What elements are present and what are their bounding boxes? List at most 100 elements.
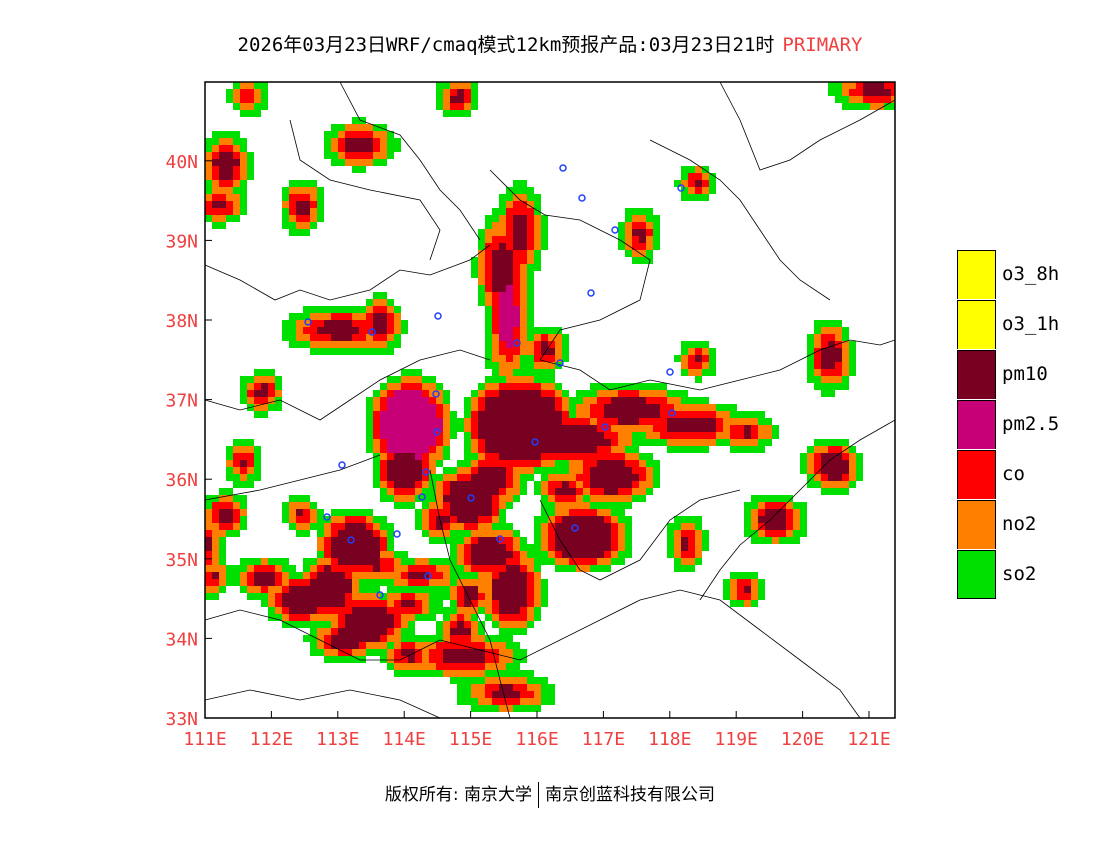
pollutant-cell <box>625 551 632 558</box>
pollutant-cell <box>212 551 219 558</box>
pollutant-cell <box>359 516 366 523</box>
pollutant-cell <box>492 677 499 684</box>
pollutant-cell <box>639 222 646 229</box>
pollutant-cell <box>478 502 485 509</box>
pollutant-cell <box>842 355 849 362</box>
pollutant-cell <box>702 439 709 446</box>
pollutant-cell <box>310 628 317 635</box>
pollutant-cell <box>373 306 380 313</box>
pollutant-cell <box>429 509 436 516</box>
pollutant-cell <box>373 341 380 348</box>
pollutant-cell <box>639 208 646 215</box>
pollutant-cell <box>709 432 716 439</box>
pollutant-cell <box>660 397 667 404</box>
pollutant-cell <box>429 453 436 460</box>
pollutant-cell <box>534 537 541 544</box>
pollutant-cell <box>394 376 401 383</box>
pollutant-cell <box>660 432 667 439</box>
pollutant-cell <box>604 404 611 411</box>
pollutant-cell <box>492 397 499 404</box>
pollutant-cell <box>219 586 226 593</box>
pollutant-cell <box>415 579 422 586</box>
pollutant-cell <box>373 152 380 159</box>
pollutant-cell <box>373 649 380 656</box>
pollutant-cell <box>527 194 534 201</box>
pollutant-cell <box>485 341 492 348</box>
pollutant-cell <box>492 663 499 670</box>
pollutant-cell <box>562 488 569 495</box>
pollutant-cell <box>240 460 247 467</box>
pollutant-cell <box>324 614 331 621</box>
pollutant-cell <box>261 593 268 600</box>
pollutant-cell <box>639 236 646 243</box>
pollutant-cell <box>583 481 590 488</box>
pollutant-cell <box>695 369 702 376</box>
pollutant-cell <box>751 579 758 586</box>
pollutant-cell <box>464 593 471 600</box>
legend-swatch <box>957 399 996 449</box>
pollutant-cell <box>212 187 219 194</box>
pollutant-cell <box>464 663 471 670</box>
pollutant-cell <box>506 453 513 460</box>
pollutant-cell <box>646 474 653 481</box>
pollutant-cell <box>884 96 891 103</box>
pollutant-cell <box>345 348 352 355</box>
pollutant-cell <box>590 446 597 453</box>
pollutant-cell <box>506 348 513 355</box>
pollutant-cell <box>331 334 338 341</box>
pollutant-cell <box>506 642 513 649</box>
pollutant-cell <box>233 579 240 586</box>
pollutant-cell <box>751 593 758 600</box>
pollutant-cell <box>849 474 856 481</box>
pollutant-cell <box>688 187 695 194</box>
pollutant-cell <box>415 446 422 453</box>
pollutant-cell <box>611 418 618 425</box>
pollutant-cell <box>359 593 366 600</box>
pollutant-cell <box>268 390 275 397</box>
pollutant-cell <box>618 397 625 404</box>
pollutant-cell <box>730 425 737 432</box>
map-title: 2026年03月23日WRF/cmaq模式12km预报产品:03月23日21时 P… <box>0 30 1100 57</box>
pollutant-cell <box>471 670 478 677</box>
pollutant-cell <box>527 579 534 586</box>
pollutant-cell <box>541 551 548 558</box>
pollutant-cell <box>639 257 646 264</box>
pollutant-cell <box>471 642 478 649</box>
pollutant-cell <box>457 572 464 579</box>
pollutant-cell <box>394 635 401 642</box>
pollutant-cell <box>324 544 331 551</box>
pollutant-cell <box>492 509 499 516</box>
pollutant-cell <box>324 341 331 348</box>
pollutant-cell <box>765 418 772 425</box>
pollutant-cell <box>597 439 604 446</box>
pollutant-cell <box>492 565 499 572</box>
pollutant-cell <box>457 614 464 621</box>
pollutant-cell <box>576 411 583 418</box>
pollutant-cell <box>436 474 443 481</box>
pollutant-cell <box>436 453 443 460</box>
pollutant-cell <box>282 327 289 334</box>
pollutant-cell <box>359 586 366 593</box>
pollutant-cell <box>534 698 541 705</box>
pollutant-cell <box>443 474 450 481</box>
pollutant-cell <box>408 432 415 439</box>
pollutant-cell <box>513 411 520 418</box>
pollutant-cell <box>380 537 387 544</box>
pollutant-cell <box>471 691 478 698</box>
pollutant-cell <box>240 390 247 397</box>
pollutant-cell <box>303 320 310 327</box>
pollutant-cell <box>492 257 499 264</box>
pollutant-cell <box>520 390 527 397</box>
pollutant-cell <box>247 565 254 572</box>
pollutant-cell <box>366 537 373 544</box>
pollutant-cell <box>506 355 513 362</box>
pollutant-cell <box>464 509 471 516</box>
pollutant-cell <box>870 89 877 96</box>
pollutant-cell <box>499 229 506 236</box>
pollutant-cell <box>345 544 352 551</box>
pollutant-cell <box>842 362 849 369</box>
pollutant-cell <box>506 320 513 327</box>
pollutant-cell <box>268 579 275 586</box>
pollutant-cell <box>478 474 485 481</box>
pollutant-cell <box>401 418 408 425</box>
